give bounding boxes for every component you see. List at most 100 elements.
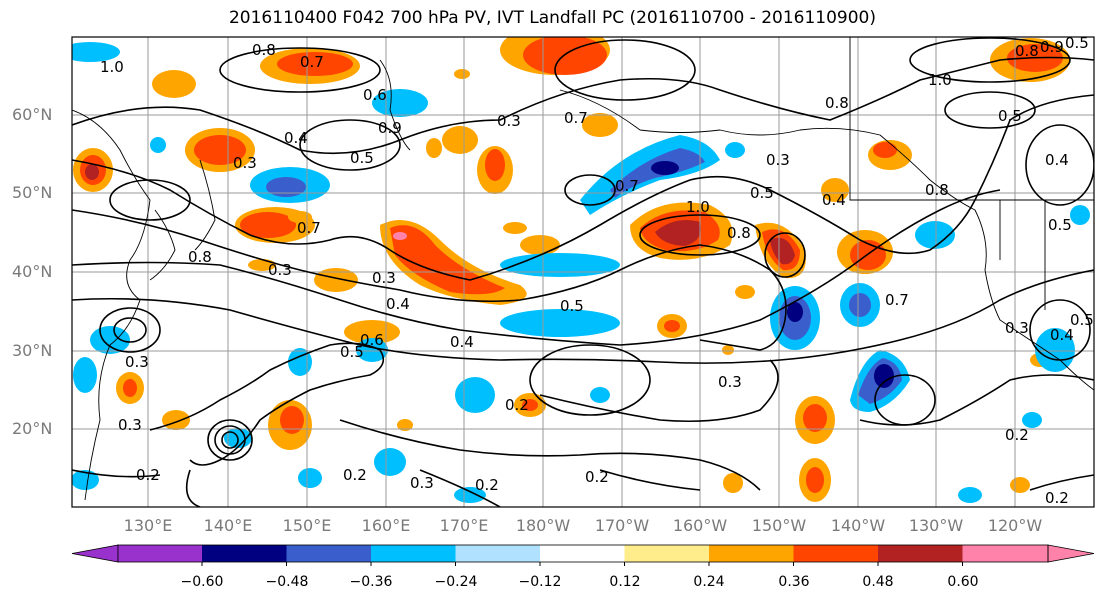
colorbar-tick-label: 0.24 xyxy=(693,574,724,590)
negative-anomaly-blob xyxy=(266,177,306,197)
north-america-coastline xyxy=(559,89,1094,391)
colorbar-tick-label: 0.12 xyxy=(609,574,640,590)
lon-label-120w: 120°W xyxy=(988,516,1043,535)
pv-contour-closed xyxy=(944,91,1036,129)
positive-anomaly-blob xyxy=(664,320,680,332)
colorbar-swatch xyxy=(286,545,371,562)
contour-label: 0.4 xyxy=(284,129,308,147)
canada-border xyxy=(849,37,1094,201)
pv-contour-closed xyxy=(221,431,239,449)
negative-anomaly-blob xyxy=(1035,328,1075,372)
lat-label-40n: 40°N xyxy=(12,262,52,281)
contour-label: 1.0 xyxy=(100,58,124,76)
pv-contour-closed xyxy=(1029,299,1091,361)
contour-label: 0.5 xyxy=(1048,216,1072,234)
colorbar-swatch xyxy=(371,545,456,562)
contour-label: 1.0 xyxy=(928,71,952,89)
contour-label: 0.6 xyxy=(363,86,387,104)
positive-anomaly-blob xyxy=(806,467,824,493)
positive-anomaly-blob xyxy=(123,379,137,397)
contour-label: 0.8 xyxy=(727,224,751,242)
pv-contours xyxy=(72,37,1094,507)
positive-anomaly-blob xyxy=(280,406,304,434)
colorbar-tick-label: −0.24 xyxy=(435,574,478,590)
pv-contour-closed xyxy=(113,317,147,343)
contour-label: 0.8 xyxy=(825,94,849,112)
pv-contour-closed xyxy=(909,37,1071,83)
contour-label: 0.3 xyxy=(410,474,434,492)
contour-label: 0.3 xyxy=(268,261,292,279)
pv-contour-closed xyxy=(1025,124,1094,206)
colorbar-swatch xyxy=(118,545,202,562)
contour-label: 0.7 xyxy=(300,53,324,71)
contour-label: 0.4 xyxy=(1045,151,1069,169)
pv-contour-line xyxy=(599,469,701,491)
pv-contour-line xyxy=(149,342,385,466)
negative-anomaly-blob xyxy=(1070,205,1090,225)
colorbar-tick-label: 0.60 xyxy=(947,574,978,590)
negative-anomaly-blob xyxy=(651,161,679,175)
lon-label-150w: 150°W xyxy=(752,516,807,535)
negative-anomaly-blob xyxy=(72,470,99,490)
positive-anomaly-blob xyxy=(240,212,296,238)
lat-label-60n: 60°N xyxy=(12,105,52,124)
positive-anomaly-blob xyxy=(390,225,505,295)
positive-anomaly-blob xyxy=(194,135,246,165)
negative-anomaly-blob xyxy=(590,387,610,403)
negative-anomaly-blob xyxy=(849,293,871,317)
pv-contour-closed xyxy=(529,344,651,416)
contour-label: 0.3 xyxy=(1005,319,1029,337)
coastlines xyxy=(72,37,1094,501)
contour-label: 0.9 xyxy=(1040,38,1064,56)
contour-label: 0.2 xyxy=(505,396,529,414)
contour-label: 0.5 xyxy=(560,297,584,315)
contour-label: 0.6 xyxy=(360,331,384,349)
negative-anomaly-blob xyxy=(725,142,745,158)
pv-contour-closed xyxy=(219,47,381,93)
contour-labels: 1.0 0.8 0.7 0.6 0.9 0.4 0.5 0.3 0.7 0.8 … xyxy=(100,37,1094,507)
contour-label: 0.2 xyxy=(585,468,609,486)
negative-anomaly-blob xyxy=(454,487,486,503)
colorbar-tick-label: −0.12 xyxy=(519,574,562,590)
pv-contour-closed xyxy=(874,374,936,426)
contour-label: 0.5 xyxy=(750,184,774,202)
colorbar-tick-label: 0.36 xyxy=(778,574,809,590)
contour-label: 0.5 xyxy=(340,343,364,361)
contour-label: 0.5 xyxy=(998,107,1022,125)
lon-label-140e: 140°E xyxy=(204,516,253,535)
longitude-labels: 130°E 140°E 150°E 160°E 170°E 180°W 170°… xyxy=(124,516,1043,535)
colorbar-swatch xyxy=(793,545,878,562)
contour-label: 0.2 xyxy=(1005,426,1029,444)
negative-anomaly-blob xyxy=(1022,412,1042,428)
positive-anomaly-blob xyxy=(393,232,407,240)
contour-label: 0.3 xyxy=(497,112,521,130)
positive-anomaly-blob xyxy=(152,70,196,98)
pv-contour-closed xyxy=(207,419,253,461)
contour-label: 0.3 xyxy=(372,269,396,287)
positive-anomaly-blob xyxy=(1010,477,1030,493)
negative-anomaly-blob xyxy=(72,42,120,62)
contour-label: 0.4 xyxy=(450,333,474,351)
lat-label-30n: 30°N xyxy=(12,341,52,360)
pv-contour-line xyxy=(72,269,1094,364)
contour-label: 0.4 xyxy=(822,191,846,209)
negative-anomaly-blob xyxy=(787,302,803,322)
colorbar-tick-label: 0.48 xyxy=(862,574,893,590)
contour-label: 0.5 xyxy=(350,149,374,167)
contour-label: 0.4 xyxy=(386,295,410,313)
shaded-pv-anomalies xyxy=(72,37,1090,503)
pv-contour-line xyxy=(72,469,161,478)
lon-label-150e: 150°E xyxy=(283,516,332,535)
positive-anomaly-blob xyxy=(426,138,442,158)
positive-anomaly-blob xyxy=(522,399,538,411)
positive-anomaly-blob xyxy=(523,37,607,75)
colorbar-swatch xyxy=(624,545,709,562)
colorbar-swatch xyxy=(202,545,287,562)
pv-contour-line xyxy=(72,56,1094,155)
lon-label-130e: 130°E xyxy=(124,516,173,535)
asia-coastline xyxy=(72,109,151,501)
positive-anomaly-blob xyxy=(803,404,827,432)
map-title: 2016110400 F042 700 hPa PV, IVT Landfall… xyxy=(228,8,876,28)
positive-anomaly-shading xyxy=(73,37,1070,502)
colorbar-extend-min xyxy=(71,544,119,563)
